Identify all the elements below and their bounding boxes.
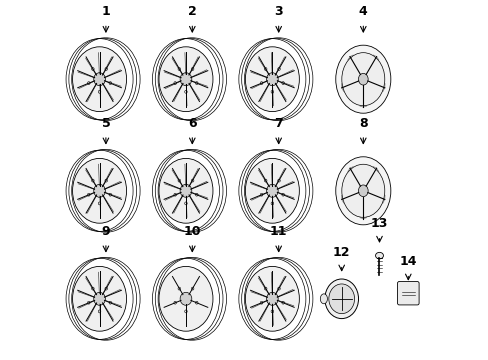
Ellipse shape [159, 47, 213, 112]
FancyBboxPatch shape [397, 282, 418, 305]
Ellipse shape [266, 292, 278, 305]
Ellipse shape [375, 252, 383, 259]
Ellipse shape [180, 184, 191, 197]
Ellipse shape [245, 158, 299, 223]
Ellipse shape [341, 164, 384, 217]
Ellipse shape [358, 73, 367, 85]
Text: 12: 12 [332, 246, 350, 259]
Text: 7: 7 [274, 117, 283, 130]
Ellipse shape [180, 292, 191, 305]
Text: 2: 2 [187, 5, 196, 18]
Text: 5: 5 [102, 117, 110, 130]
Text: 9: 9 [102, 225, 110, 238]
Ellipse shape [320, 294, 327, 304]
Ellipse shape [358, 185, 367, 197]
Text: 11: 11 [269, 225, 287, 238]
Ellipse shape [159, 266, 213, 331]
Ellipse shape [266, 184, 278, 197]
Ellipse shape [159, 158, 213, 223]
Ellipse shape [335, 157, 390, 225]
Ellipse shape [94, 292, 105, 305]
Text: 10: 10 [183, 225, 201, 238]
Ellipse shape [266, 73, 278, 86]
Text: 1: 1 [102, 5, 110, 18]
Ellipse shape [324, 279, 358, 319]
Ellipse shape [72, 47, 126, 112]
Text: 14: 14 [399, 255, 416, 268]
Text: 6: 6 [187, 117, 196, 130]
Text: 13: 13 [370, 217, 387, 230]
Ellipse shape [341, 53, 384, 106]
Text: 3: 3 [274, 5, 283, 18]
Ellipse shape [94, 184, 105, 197]
Ellipse shape [180, 73, 191, 86]
Ellipse shape [72, 266, 126, 331]
Ellipse shape [245, 266, 299, 331]
Text: 8: 8 [358, 117, 367, 130]
Ellipse shape [245, 47, 299, 112]
Ellipse shape [94, 73, 105, 86]
Ellipse shape [335, 45, 390, 113]
Ellipse shape [72, 158, 126, 223]
Ellipse shape [328, 284, 354, 314]
Text: 4: 4 [358, 5, 367, 18]
